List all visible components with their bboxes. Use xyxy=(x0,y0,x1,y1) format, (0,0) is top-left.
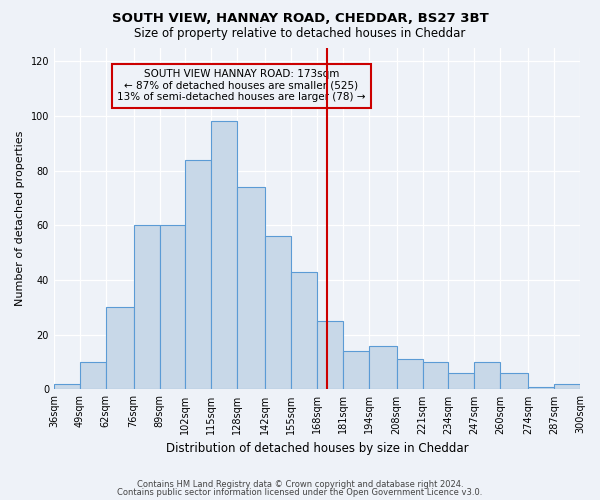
Bar xyxy=(160,226,185,390)
Text: Contains HM Land Registry data © Crown copyright and database right 2024.: Contains HM Land Registry data © Crown c… xyxy=(137,480,463,489)
Bar xyxy=(237,187,265,390)
Bar xyxy=(106,308,134,390)
Bar xyxy=(185,160,211,390)
Bar xyxy=(343,351,369,390)
Bar xyxy=(554,384,580,390)
Bar xyxy=(500,373,528,390)
Bar xyxy=(265,236,291,390)
Bar xyxy=(397,360,422,390)
Bar xyxy=(475,362,500,390)
Bar xyxy=(80,362,106,390)
Bar xyxy=(422,362,448,390)
Bar xyxy=(448,373,475,390)
Text: SOUTH VIEW HANNAY ROAD: 173sqm
← 87% of detached houses are smaller (525)
13% of: SOUTH VIEW HANNAY ROAD: 173sqm ← 87% of … xyxy=(117,69,365,102)
Bar xyxy=(528,386,554,390)
X-axis label: Distribution of detached houses by size in Cheddar: Distribution of detached houses by size … xyxy=(166,442,468,455)
Bar xyxy=(54,384,80,390)
Text: SOUTH VIEW, HANNAY ROAD, CHEDDAR, BS27 3BT: SOUTH VIEW, HANNAY ROAD, CHEDDAR, BS27 3… xyxy=(112,12,488,26)
Text: Size of property relative to detached houses in Cheddar: Size of property relative to detached ho… xyxy=(134,28,466,40)
Bar xyxy=(134,226,160,390)
Bar xyxy=(291,272,317,390)
Bar xyxy=(369,346,397,390)
Bar xyxy=(211,122,237,390)
Text: Contains public sector information licensed under the Open Government Licence v3: Contains public sector information licen… xyxy=(118,488,482,497)
Bar xyxy=(317,321,343,390)
Y-axis label: Number of detached properties: Number of detached properties xyxy=(15,131,25,306)
